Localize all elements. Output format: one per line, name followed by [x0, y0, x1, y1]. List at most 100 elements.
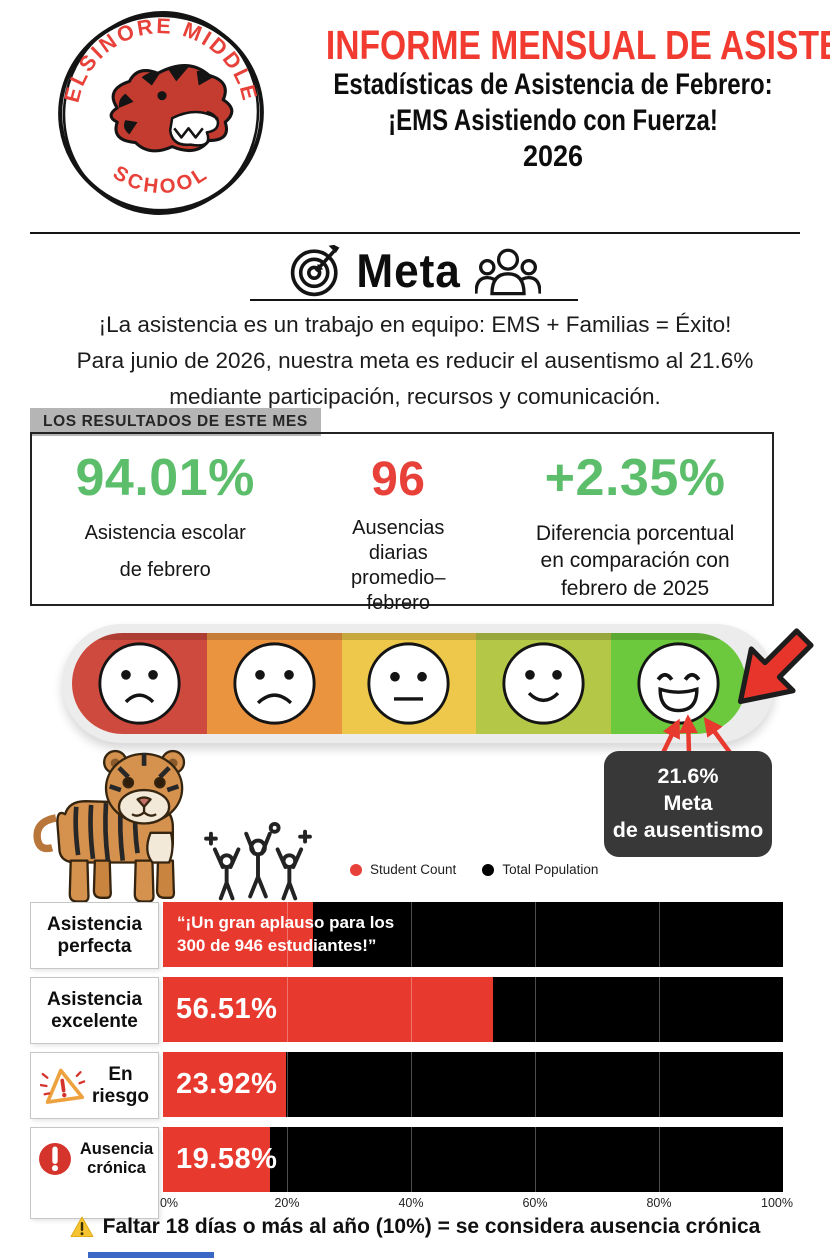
stat-yoy-difference: +2.35% Diferencia porcentual en comparac… [498, 434, 772, 602]
callout-line: de ausentismo [612, 818, 764, 843]
legend-student-count: Student Count [350, 862, 456, 877]
stat-desc-line: Diferencia porcentual [535, 522, 735, 545]
tiger-head-logo [109, 64, 234, 153]
page-title: INFORME MENSUAL DE ASISTENCIA [325, 22, 830, 68]
people-group-icon [474, 248, 541, 295]
goal-underline [250, 299, 578, 301]
category-perfect-attendance: Asistencia perfecta [30, 902, 159, 969]
subtitle-line-2: ¡EMS Asistiendo con Fuerza! [388, 104, 718, 138]
stat-attendance-rate: 94.01% Asistencia escolar de febrero [32, 434, 298, 594]
bar-segment-student-count [163, 977, 494, 1042]
results-section-label: LOS RESULTADOS DE ESTE MES [30, 408, 321, 436]
warning-icon [70, 1216, 94, 1238]
category-label: riesgo [91, 1085, 150, 1107]
goal-line-3: mediante participación, recursos y comun… [169, 384, 661, 409]
bar-chronic-absence: 19.58% [163, 1127, 783, 1192]
stat-value: 96 [371, 453, 426, 506]
footnote-text: Faltar 18 días o más al año (10%) = se c… [102, 1215, 761, 1238]
axis-tick: 20% [274, 1196, 300, 1210]
big-red-arrow-icon [737, 628, 814, 705]
category-label: Asistencia [46, 913, 143, 935]
bar-segment-student-count [163, 1052, 286, 1117]
stat-daily-absences: 96 Ausencias diarias promedio– febrero [298, 434, 498, 616]
bar-value-label: 19.58% [176, 1143, 278, 1175]
mood-scale [62, 624, 775, 743]
category-excellent-attendance: Asistencia excelente [30, 977, 159, 1044]
stat-desc-line: febrero [366, 592, 430, 614]
bar-excellent-attendance: 56.51% [163, 977, 783, 1042]
goal-title: Meta [356, 244, 462, 297]
goal-heading: Meta [0, 243, 830, 298]
stat-description: Diferencia porcentual en comparación con… [536, 520, 734, 602]
stat-value: +2.35% [544, 449, 726, 507]
mood-scale-track [72, 633, 746, 734]
callout-line: Meta [663, 791, 713, 816]
subtitle-line-1: Estadísticas de Asistencia de Febrero: [333, 68, 773, 102]
legend-label: Student Count [370, 862, 457, 877]
category-label: crónica [87, 1158, 146, 1177]
school-logo: ELSINORE MIDDLE SCHOOL [58, 11, 264, 215]
results-box: 94.01% Asistencia escolar de febrero 96 … [30, 432, 774, 614]
bar-perfect-attendance: “¡Un gran aplauso para los 300 de 946 es… [163, 902, 783, 967]
category-chronic-absence: Ausencia crónica [30, 1127, 159, 1219]
bottom-blue-line [88, 1252, 214, 1258]
category-label: Ausencia [79, 1140, 154, 1158]
axis-tick: 80% [646, 1196, 672, 1210]
category-at-risk: En riesgo [30, 1052, 159, 1119]
legend-label: Total Population [502, 862, 599, 877]
category-label: excelente [51, 1010, 138, 1032]
bar-at-risk: 23.92% [163, 1052, 783, 1117]
stat-desc-line: promedio– [351, 567, 446, 589]
axis-tick: 0% [159, 1196, 179, 1210]
goal-line-2: Para junio de 2026, nuestra meta es redu… [76, 348, 754, 373]
header-titles: INFORME MENSUAL DE ASISTENCIA Estadístic… [276, 22, 830, 175]
stat-desc-line: Ausencias [352, 517, 445, 539]
stat-desc-line: Asistencia escolar [84, 522, 246, 544]
bar-annotation-line: “¡Un gran aplauso para los [177, 913, 395, 933]
stat-desc-line: en comparación con [540, 549, 730, 573]
legend-dot-red [350, 863, 362, 876]
axis-tick: 100% [761, 1196, 793, 1210]
x-axis: 0% 20% 40% 60% 80% 100% [159, 1196, 793, 1212]
bar-segment-student-count [163, 902, 314, 967]
axis-tick: 40% [398, 1196, 424, 1210]
mood-happy [476, 633, 612, 734]
legend-total-population: Total Population [482, 862, 598, 877]
chronic-absence-footnote: Faltar 18 días o más al año (10%) = se c… [0, 1215, 830, 1239]
stat-description: Asistencia escolar de febrero [85, 520, 246, 594]
goal-line-1: ¡La asistencia es un trabajo en equipo: … [98, 312, 732, 337]
category-label: Asistencia [46, 988, 143, 1010]
warning-triangle-icon [39, 1068, 86, 1104]
grinning-face-icon [637, 642, 720, 725]
category-label: perfecta [57, 935, 132, 957]
subtitle-year: 2026 [522, 140, 584, 174]
bar-value-label: 23.92% [176, 1068, 278, 1100]
mood-sad [206, 633, 342, 734]
stat-desc-line: febrero de 2025 [560, 576, 710, 600]
category-label: En [108, 1063, 133, 1085]
happy-face-icon [502, 642, 585, 725]
goal-paragraph: ¡La asistencia es un trabajo en equipo: … [55, 307, 775, 415]
stat-value: 94.01% [75, 449, 255, 507]
target-icon [291, 244, 340, 296]
bar-segment-student-count [163, 1127, 271, 1192]
legend-dot-black [482, 863, 495, 876]
alert-circle-icon [38, 1143, 71, 1175]
chart-legend: Student Count Total Population [350, 862, 598, 877]
tiger-mascot-image [33, 749, 186, 903]
bar-value-label: 56.51% [176, 993, 278, 1025]
mood-very-sad [72, 633, 207, 734]
celebrating-people-icon [204, 821, 312, 901]
stat-description: Ausencias diarias promedio– febrero [351, 516, 446, 616]
callout-value: 21.6% [657, 764, 719, 788]
stat-desc-line: de febrero [119, 559, 211, 581]
mood-neutral [341, 633, 477, 734]
mood-very-happy [611, 633, 746, 734]
stat-desc-line: diarias [368, 542, 428, 564]
header-divider [30, 232, 800, 234]
absenteeism-goal-callout: 21.6% Meta de ausentismo [604, 751, 772, 858]
neutral-face-icon [367, 642, 451, 725]
axis-tick: 60% [522, 1196, 548, 1210]
bar-annotation: “¡Un gran aplauso para los 300 de 946 es… [163, 912, 394, 956]
